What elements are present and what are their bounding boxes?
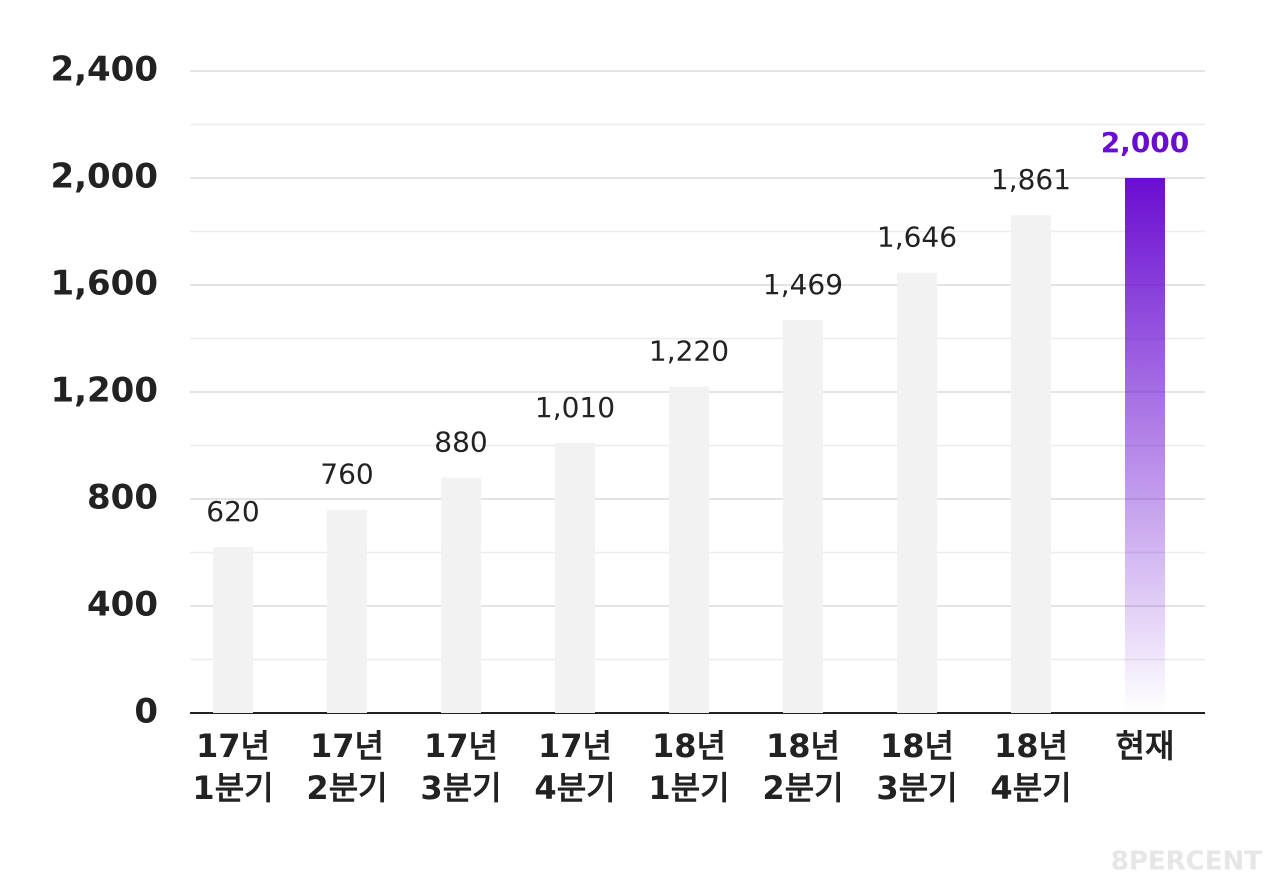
x-tick-label: 17년 [538, 727, 612, 765]
x-tick-label: 현재 [1116, 727, 1175, 765]
bar [1011, 215, 1051, 713]
bar [441, 477, 481, 713]
bar [1125, 178, 1165, 713]
x-tick-label: 3분기 [420, 769, 501, 807]
bar [327, 509, 367, 713]
value-label: 880 [434, 426, 487, 459]
y-tick-label: 400 [87, 585, 158, 625]
bar [897, 272, 937, 713]
x-tick-label: 4분기 [990, 769, 1071, 807]
watermark: 8PERCENT [1111, 847, 1263, 877]
bar [555, 442, 595, 713]
x-tick-label: 17년 [424, 727, 498, 765]
x-tick-label: 18년 [652, 727, 726, 765]
value-label: 1,469 [763, 268, 843, 301]
y-tick-label: 800 [87, 478, 158, 518]
bar [213, 547, 253, 713]
y-tick-label: 1,600 [50, 264, 158, 304]
x-tick-label: 3분기 [876, 769, 957, 807]
x-tick-label: 18년 [994, 727, 1068, 765]
value-label: 1,861 [991, 163, 1071, 196]
value-label: 1,646 [877, 221, 957, 254]
bar [669, 386, 709, 713]
value-label: 760 [320, 458, 373, 491]
bar [783, 320, 823, 713]
value-label: 620 [206, 495, 259, 528]
x-tick-label: 18년 [766, 727, 840, 765]
x-tick-label: 17년 [196, 727, 270, 765]
value-label: 1,220 [649, 335, 729, 368]
y-tick-label: 0 [134, 692, 158, 732]
y-tick-label: 2,400 [50, 50, 158, 90]
x-tick-label: 1분기 [648, 769, 729, 807]
x-tick-label: 2분기 [306, 769, 387, 807]
x-tick-label: 4분기 [534, 769, 615, 807]
y-tick-label: 2,000 [50, 157, 158, 197]
x-tick-label: 17년 [310, 727, 384, 765]
value-label: 2,000 [1101, 126, 1190, 159]
y-tick-label: 1,200 [50, 371, 158, 411]
x-tick-label: 2분기 [762, 769, 843, 807]
x-tick-label: 18년 [880, 727, 954, 765]
value-label: 1,010 [535, 391, 615, 424]
x-tick-label: 1분기 [192, 769, 273, 807]
